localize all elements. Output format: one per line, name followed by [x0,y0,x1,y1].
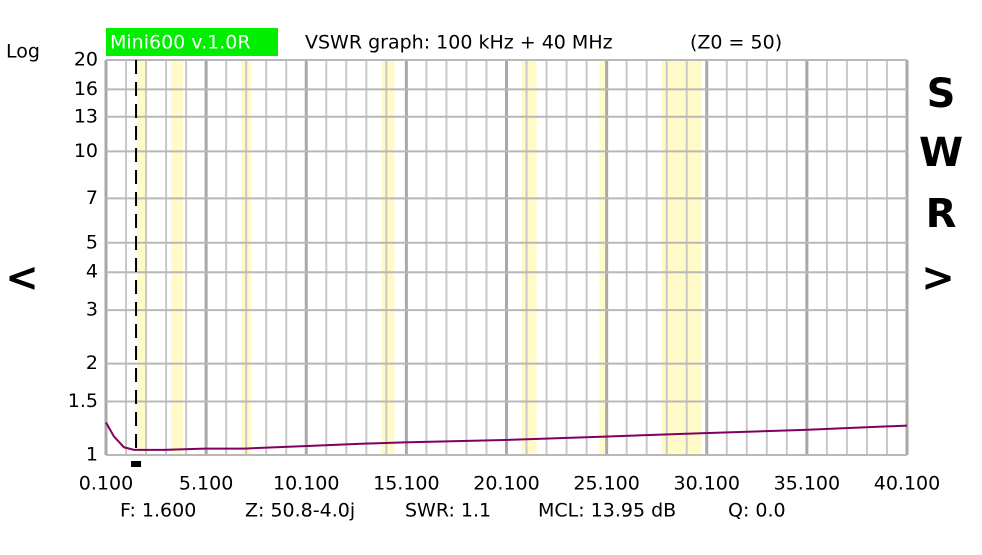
y-tick-label: 5 [86,231,98,253]
y-tick-label: 2 [86,352,98,374]
x-tick-label: 10.100 [273,473,339,495]
x-tick-label: 20.100 [473,473,539,495]
y-tick-label: 13 [74,105,98,127]
nav-left[interactable]: < [5,255,39,301]
nav-right[interactable]: > [921,255,955,301]
y-tick-label: 3 [86,299,98,321]
y-tick-label: 20 [74,49,98,71]
y-tick-label: 7 [86,187,98,209]
x-tick-label: 5.100 [179,473,233,495]
swr-line [105,421,908,451]
side-label: W [919,130,963,176]
chart-title: VSWR graph: 100 kHz + 40 MHz [305,32,613,54]
band [381,60,395,455]
x-tick-label: 35.100 [774,473,840,495]
status-item: SWR: 1.1 [405,500,491,522]
y-tick-label: 10 [74,140,98,162]
status-item: F: 1.600 [120,500,196,522]
y-tick-label: 1 [86,444,98,466]
band [137,60,148,455]
band [599,60,608,455]
x-tick-label: 30.100 [674,473,740,495]
badge: Mini600 v.1.0R [110,32,251,54]
marker-tick [131,461,142,467]
x-tick-label: 25.100 [573,473,639,495]
x-tick-label: 0.100 [79,473,133,495]
status-item: Q: 0.0 [728,500,786,522]
y-tick-label: 16 [74,78,98,100]
status-item: Z: 50.8-4.0j [245,500,355,522]
band [521,60,537,455]
side-label: S [927,71,956,117]
badge-bg [106,28,278,56]
band [171,60,184,455]
side-label: R [926,191,957,237]
chart-subtitle: (Z0 = 50) [690,32,782,54]
y-tick-label: 1.5 [68,390,98,412]
status-item: MCL: 13.95 dB [538,500,676,522]
y-tick-label: 4 [86,261,98,283]
x-tick-label: 15.100 [373,473,439,495]
band [661,60,702,455]
scale-label: Log [6,41,40,63]
x-tick-label: 40.100 [874,473,940,495]
